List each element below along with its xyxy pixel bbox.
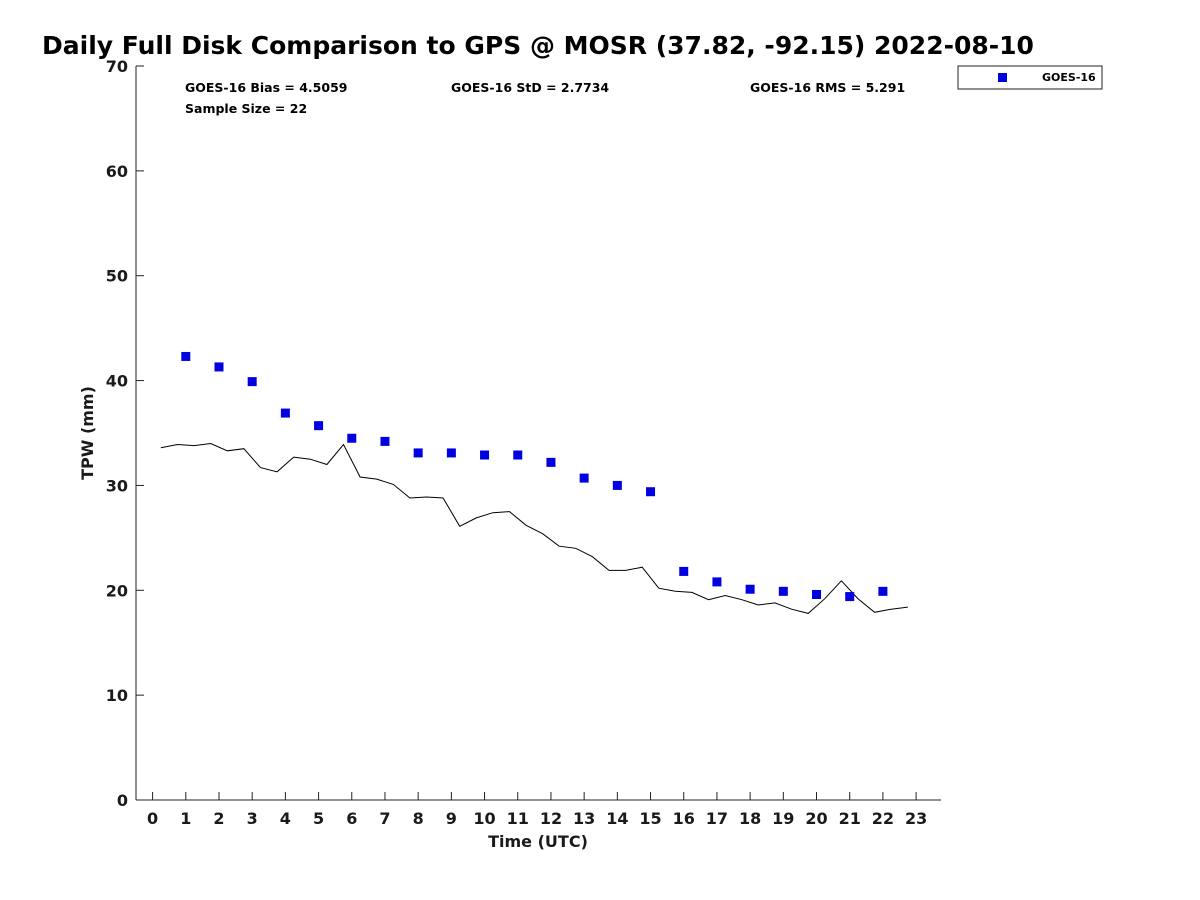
x-tick-label: 10 [473,809,495,828]
axes [135,66,941,801]
y-ticks: 0 10 20 30 40 50 60 70 [106,57,144,810]
goes16-point [480,450,490,460]
y-tick-label: 10 [106,686,128,705]
x-tick-label: 14 [606,809,628,828]
x-tick-label: 4 [280,809,291,828]
goes16-point [380,436,390,446]
goes16-point [181,351,191,361]
y-tick-label: 20 [106,581,128,600]
goes16-point [845,592,855,602]
x-tick-label: 6 [346,809,357,828]
gps-tpw-line [160,442,908,614]
goes16-point [712,577,722,587]
goes16-point [546,457,556,467]
goes16-point [247,377,257,387]
stat-bias: GOES-16 Bias = 4.5059 [185,80,347,95]
goes16-series [181,351,888,602]
y-tick-label: 30 [106,476,128,495]
x-tick-label: 13 [573,809,595,828]
x-tick-label: 3 [247,809,258,828]
x-tick-label: 18 [739,809,761,828]
x-tick-label: 22 [872,809,894,828]
goes16-point [646,487,656,497]
legend-marker-goes16 [998,73,1007,82]
x-tick-label: 16 [673,809,695,828]
goes16-point [778,586,788,596]
x-tick-label: 23 [905,809,927,828]
goes16-point [446,448,456,458]
x-tick-label: 8 [413,809,424,828]
goes16-point [314,421,324,431]
goes16-point [812,589,822,599]
goes16-point [579,473,589,483]
y-tick-label: 40 [106,372,128,391]
x-tick-label: 0 [147,809,158,828]
y-tick-label: 70 [106,57,128,76]
x-tick-label: 7 [379,809,390,828]
y-tick-label: 60 [106,162,128,181]
x-axis-label: Time (UTC) [488,832,588,851]
goes16-point [878,586,888,596]
goes16-point [679,566,689,576]
x-tick-label: 1 [180,809,191,828]
goes16-point [513,450,523,460]
x-tick-label: 11 [507,809,529,828]
x-tick-label: 19 [772,809,794,828]
legend: GOES-16 [957,65,1103,90]
x-tick-label: 9 [446,809,457,828]
goes16-point [612,480,622,490]
x-tick-label: 12 [540,809,562,828]
goes16-point [214,362,224,372]
gps-line-series [160,442,908,614]
goes16-point [745,584,755,594]
x-ticks: 0 1 2 3 4 5 6 7 8 9 10 11 12 13 14 15 16 17 18 19 20 21 22 23 [147,792,927,828]
x-tick-label: 17 [706,809,728,828]
stat-rms: GOES-16 RMS = 5.291 [750,80,905,95]
x-tick-label: 15 [639,809,661,828]
stat-sample-size: Sample Size = 22 [185,101,307,116]
goes16-point [280,408,290,418]
stat-std: GOES-16 StD = 2.7734 [451,80,609,95]
y-tick-label: 0 [117,791,128,810]
goes16-point [413,448,423,458]
x-tick-label: 2 [213,809,224,828]
x-tick-label: 21 [839,809,861,828]
legend-box [957,65,1103,90]
chart-title: Daily Full Disk Comparison to GPS @ MOSR… [42,31,1034,60]
goes16-point [347,433,357,443]
y-tick-label: 50 [106,267,128,286]
x-tick-label: 20 [805,809,827,828]
legend-label-goes16: GOES-16 [1042,71,1096,84]
x-tick-label: 5 [313,809,324,828]
y-axis-label: TPW (mm) [78,386,97,480]
